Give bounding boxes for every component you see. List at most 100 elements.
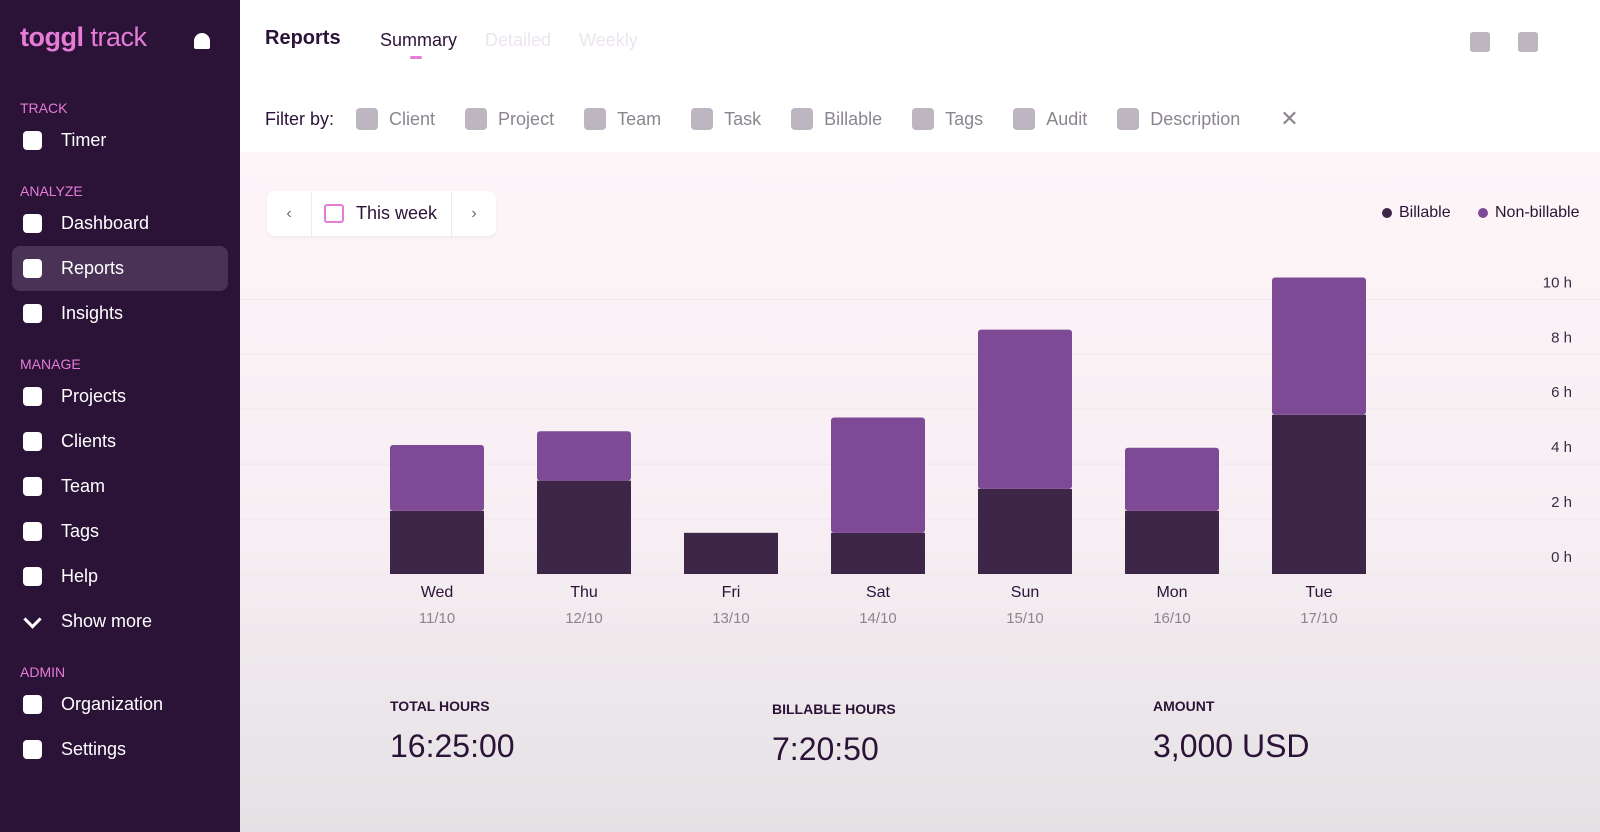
filter-icon: [1117, 108, 1140, 130]
bar-segment: [978, 329, 1072, 489]
date-range[interactable]: This week: [311, 191, 452, 236]
filter-icon: [691, 108, 714, 130]
x-tick-label: Wed: [421, 584, 454, 601]
section-title: ANALYZE: [20, 183, 83, 199]
summary-value: 3,000 USD: [1153, 728, 1310, 764]
bar-segment: [390, 444, 484, 511]
summary-value: 16:25:00: [390, 728, 515, 764]
filter[interactable]: Description: [1117, 108, 1240, 130]
tab[interactable]: Weekly: [579, 30, 638, 50]
bar-segment: [684, 532, 778, 574]
nav-label: Organization: [61, 694, 164, 714]
nav-icon: [23, 695, 42, 714]
filter-label: Description: [1150, 108, 1241, 129]
nav-label: Dashboard: [61, 213, 150, 233]
filter-label: Audit: [1046, 108, 1088, 129]
filter-label: Filter by:: [265, 108, 335, 129]
summary-label: TOTAL HOURS: [390, 698, 490, 714]
x-tick-label: Thu: [570, 584, 598, 601]
x-tick-date: 17/10: [1300, 610, 1338, 627]
filter[interactable]: Audit: [1013, 108, 1087, 130]
filter-icon: [912, 108, 935, 130]
nav-label: Help: [61, 566, 99, 586]
nav-icon: [23, 477, 42, 496]
y-tick-label: 6 h: [1551, 384, 1572, 401]
prev-button[interactable]: ‹: [286, 204, 292, 222]
legend-label: Non-billable: [1495, 204, 1580, 221]
nav-label: Team: [61, 476, 106, 496]
bar-segment: [831, 532, 925, 574]
bar-segment: [1125, 510, 1219, 574]
notification-bell[interactable]: [194, 33, 210, 49]
y-tick-label: 2 h: [1551, 494, 1572, 511]
bar-segment: [537, 431, 631, 481]
x-tick-date: 14/10: [859, 610, 897, 627]
sidebar: toggl track TRACK Timer ANALYZE Dashboard Re…: [0, 0, 240, 832]
save-button[interactable]: [1470, 32, 1490, 52]
chevron: [23, 610, 42, 629]
x-tick-label: Mon: [1156, 584, 1187, 601]
tab[interactable]: Detailed: [485, 30, 552, 50]
next-button[interactable]: ›: [471, 204, 477, 222]
nav-icon: [23, 522, 42, 541]
page-title: Reports: [265, 27, 341, 49]
summary-label: AMOUNT: [1153, 698, 1215, 714]
logo[interactable]: toggl track: [20, 22, 147, 53]
filter-icon: [1013, 108, 1036, 130]
filter-label: Billable: [824, 108, 883, 129]
nav: TRACK Timer ANALYZE Dashboard Reports Insight…: [0, 80, 240, 772]
filter[interactable]: Task: [691, 108, 761, 130]
summary-stat: BILLABLE HOURS 7:20:50: [772, 701, 896, 768]
filter[interactable]: Team: [584, 108, 661, 130]
logo-text: toggl: [20, 22, 84, 52]
nav-item[interactable]: Tags: [12, 509, 228, 554]
bar-segment: [1272, 414, 1366, 574]
section-title: TRACK: [20, 100, 68, 116]
y-tick-label: 4 h: [1551, 439, 1572, 456]
show-more[interactable]: Show more: [12, 599, 228, 644]
filter[interactable]: Billable: [791, 108, 882, 130]
bar-segment: [390, 510, 484, 574]
clear-filters[interactable]: ✕: [1280, 106, 1299, 131]
legend-swatch: [1478, 208, 1488, 218]
x-tick-label: Fri: [722, 584, 741, 601]
nav-item[interactable]: Help: [12, 554, 228, 599]
nav-item[interactable]: Reports: [12, 246, 228, 291]
nav-label: Insights: [61, 303, 124, 323]
filter[interactable]: Client: [356, 108, 435, 130]
nav-icon: [23, 304, 42, 323]
nav-label: Clients: [61, 431, 117, 451]
legend-label: Billable: [1399, 204, 1451, 221]
x-tick-date: 11/10: [419, 610, 455, 627]
nav-item[interactable]: Settings: [12, 727, 228, 772]
filter-icon: [465, 108, 488, 130]
nav-label: Settings: [61, 739, 127, 759]
nav-label: Timer: [61, 130, 107, 150]
nav-label: Projects: [61, 386, 127, 406]
calendar-icon: [324, 204, 344, 223]
bar-segment: [978, 488, 1072, 574]
tab[interactable]: Summary: [380, 30, 458, 59]
download-button[interactable]: [1518, 32, 1538, 52]
toolbar: [1470, 32, 1538, 52]
y-tick-label: 8 h: [1551, 329, 1572, 346]
nav-item[interactable]: Organization: [12, 682, 228, 727]
logo-suffix: track: [90, 22, 148, 52]
date-picker: ‹ This week ›: [267, 191, 496, 236]
filter[interactable]: Tags: [912, 108, 983, 130]
filter-icon: [791, 108, 814, 130]
nav-item[interactable]: Timer: [12, 118, 228, 163]
summary-stat: TOTAL HOURS 16:25:00: [390, 698, 515, 765]
nav-item[interactable]: Insights: [12, 291, 228, 336]
summary-value: 7:20:50: [772, 731, 879, 767]
filter[interactable]: Project: [465, 108, 554, 130]
nav-item[interactable]: Projects: [12, 374, 228, 419]
x-tick-label: Sat: [866, 584, 891, 601]
nav-item[interactable]: Dashboard: [12, 201, 228, 246]
nav-item[interactable]: Clients: [12, 419, 228, 464]
filter-label: Task: [724, 108, 762, 129]
nav-item[interactable]: Team: [12, 464, 228, 509]
filter-icon: [356, 108, 379, 130]
nav-icon: [23, 131, 42, 150]
